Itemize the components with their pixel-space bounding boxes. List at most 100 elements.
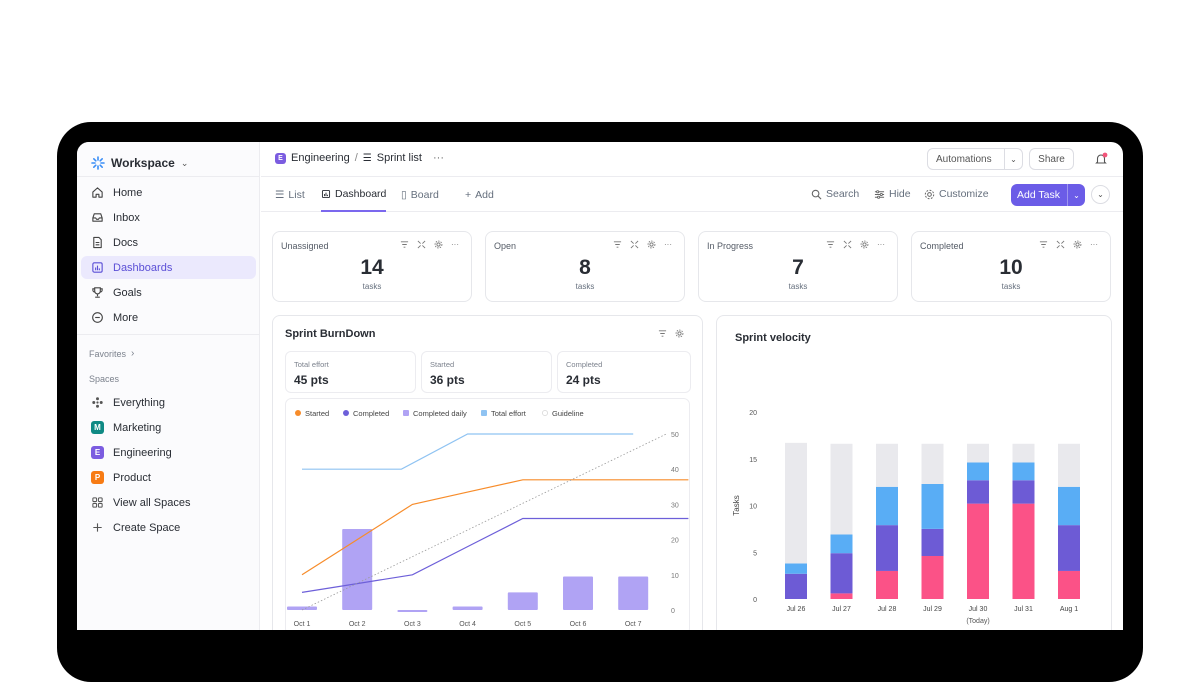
- more-options-icon[interactable]: ···: [451, 240, 459, 249]
- legend-marker: [295, 410, 301, 416]
- summary-label: Total effort: [294, 360, 329, 369]
- more-options-icon[interactable]: ···: [877, 240, 885, 249]
- tab-add[interactable]: + Add: [465, 177, 494, 212]
- filter-icon[interactable]: [826, 240, 835, 249]
- customize-label: Customize: [939, 188, 989, 200]
- notification-bell-icon[interactable]: [1094, 152, 1108, 166]
- velocity-bar-segment: [1012, 480, 1035, 504]
- plus-icon: +: [465, 188, 472, 201]
- nav-goals[interactable]: Goals: [81, 281, 256, 304]
- create-space[interactable]: Create Space: [81, 516, 256, 539]
- expand-icon[interactable]: [1056, 240, 1065, 249]
- breadcrumb-space[interactable]: Engineering: [291, 152, 350, 164]
- breadcrumb-list[interactable]: Sprint list: [376, 152, 422, 164]
- velocity-bar-segment: [967, 462, 989, 481]
- legend-marker: [403, 410, 409, 416]
- y-tick-label: 10: [671, 573, 679, 580]
- velocity-bar-segment: [830, 553, 853, 594]
- chevron-right-icon: ›: [131, 348, 135, 359]
- chevron-down-icon[interactable]: ⌄: [1067, 184, 1085, 206]
- nav-more[interactable]: More: [81, 306, 256, 329]
- workspace-switcher[interactable]: Workspace ⌄: [91, 152, 188, 174]
- gear-icon[interactable]: [434, 240, 443, 249]
- expand-icon[interactable]: [630, 240, 639, 249]
- expand-icon[interactable]: [843, 240, 852, 249]
- add-task-button[interactable]: Add Task ⌄: [1011, 184, 1085, 206]
- spaces-label: Spaces: [89, 374, 120, 384]
- space-marketing[interactable]: M Marketing: [81, 416, 256, 439]
- tab-label: Dashboard: [335, 187, 387, 200]
- nav-label: Docs: [113, 236, 139, 249]
- gear-icon[interactable]: [860, 240, 869, 249]
- velocity-bar-segment: [785, 573, 807, 599]
- search-button[interactable]: Search: [811, 188, 859, 200]
- customize-button[interactable]: Customize: [924, 188, 989, 200]
- workspace-name: Workspace: [111, 156, 175, 170]
- velocity-bar-segment: [876, 525, 898, 571]
- stat-label: Unassigned: [281, 241, 329, 251]
- space-label: Everything: [113, 396, 165, 409]
- trophy-icon: [92, 287, 103, 298]
- tab-board[interactable]: ▯ Board: [401, 177, 439, 212]
- velocity-bar-segment: [1012, 443, 1035, 463]
- more-options-icon[interactable]: ···: [664, 240, 672, 249]
- summary-total-effort: Total effort 45 pts: [285, 351, 416, 393]
- x-tick-label: Jul 30: [969, 606, 988, 613]
- inbox-icon: [92, 213, 103, 222]
- more-options-icon[interactable]: ···: [433, 152, 444, 164]
- expand-button[interactable]: ⌄: [1091, 185, 1110, 204]
- more-options-icon[interactable]: ···: [1090, 240, 1098, 249]
- legend-label: Guideline: [552, 409, 584, 418]
- home-icon: [92, 187, 103, 198]
- board-icon: ▯: [401, 188, 407, 201]
- space-label: Product: [113, 471, 151, 484]
- filter-icon[interactable]: [1039, 240, 1048, 249]
- expand-icon[interactable]: [417, 240, 426, 249]
- legend-label: Started: [305, 409, 329, 418]
- velocity-bar-segment: [967, 503, 989, 599]
- nav-docs[interactable]: Docs: [81, 231, 256, 254]
- velocity-bar-segment: [1058, 525, 1080, 571]
- nav-dashboards[interactable]: Dashboards: [81, 256, 256, 279]
- chevron-down-icon: ⌄: [180, 157, 189, 168]
- stat-unit: tasks: [788, 282, 808, 291]
- tab-list[interactable]: ☰ List: [275, 177, 305, 212]
- view-bar: ☰ List Dashboard ▯ Board + Add Search Hide …: [261, 177, 1123, 212]
- gear-icon[interactable]: [647, 240, 656, 249]
- velocity-chart: Tasks 0 5 10 15 20 Jul 26 Jul 27 Jul 28 Jul 29 Jul…: [732, 410, 1080, 625]
- velocity-card: Sprint velocity Tasks 0 5 10 15 20 Jul 26 Jul 2…: [716, 315, 1112, 630]
- hide-button[interactable]: Hide: [874, 188, 911, 200]
- nav-home[interactable]: Home: [81, 181, 256, 204]
- filter-icon[interactable]: [613, 240, 622, 249]
- completed-daily-bar: [287, 606, 317, 610]
- space-engineering[interactable]: E Engineering: [81, 441, 256, 464]
- completed-daily-bar: [342, 529, 373, 610]
- nav-label: Inbox: [113, 211, 140, 224]
- velocity-bar-segment: [830, 534, 853, 554]
- space-everything[interactable]: Everything: [81, 391, 256, 414]
- filter-icon[interactable]: [400, 240, 409, 249]
- nav-inbox[interactable]: Inbox: [81, 206, 256, 229]
- gear-icon[interactable]: [1073, 240, 1082, 249]
- filter-icon[interactable]: [658, 329, 667, 338]
- nav-label: Goals: [113, 286, 142, 299]
- favorites-section[interactable]: Favorites ›: [89, 348, 134, 359]
- share-button[interactable]: Share: [1029, 148, 1074, 170]
- automations-label: Automations: [936, 153, 992, 165]
- gear-icon[interactable]: [675, 329, 684, 338]
- y-tick-label: 20: [671, 538, 679, 545]
- space-product[interactable]: P Product: [81, 466, 256, 489]
- automations-button[interactable]: Automations ⌄: [927, 148, 1023, 170]
- view-all-spaces[interactable]: View all Spaces: [81, 491, 256, 514]
- spaces-heading: Spaces: [89, 374, 119, 384]
- app-window: Workspace ⌄ Home Inbox Docs Dashboards G…: [77, 142, 1123, 630]
- x-tick-label: Oct 3: [404, 621, 421, 628]
- filter-sliders-icon: [874, 189, 885, 199]
- velocity-bar-segment: [967, 443, 989, 463]
- tab-dashboard[interactable]: Dashboard: [321, 177, 387, 212]
- chevron-down-icon[interactable]: ⌄: [1004, 149, 1022, 169]
- card-title: Sprint velocity: [735, 332, 811, 344]
- legend-marker: [481, 410, 487, 416]
- stat-value: 14: [360, 256, 384, 279]
- share-label: Share: [1038, 153, 1065, 165]
